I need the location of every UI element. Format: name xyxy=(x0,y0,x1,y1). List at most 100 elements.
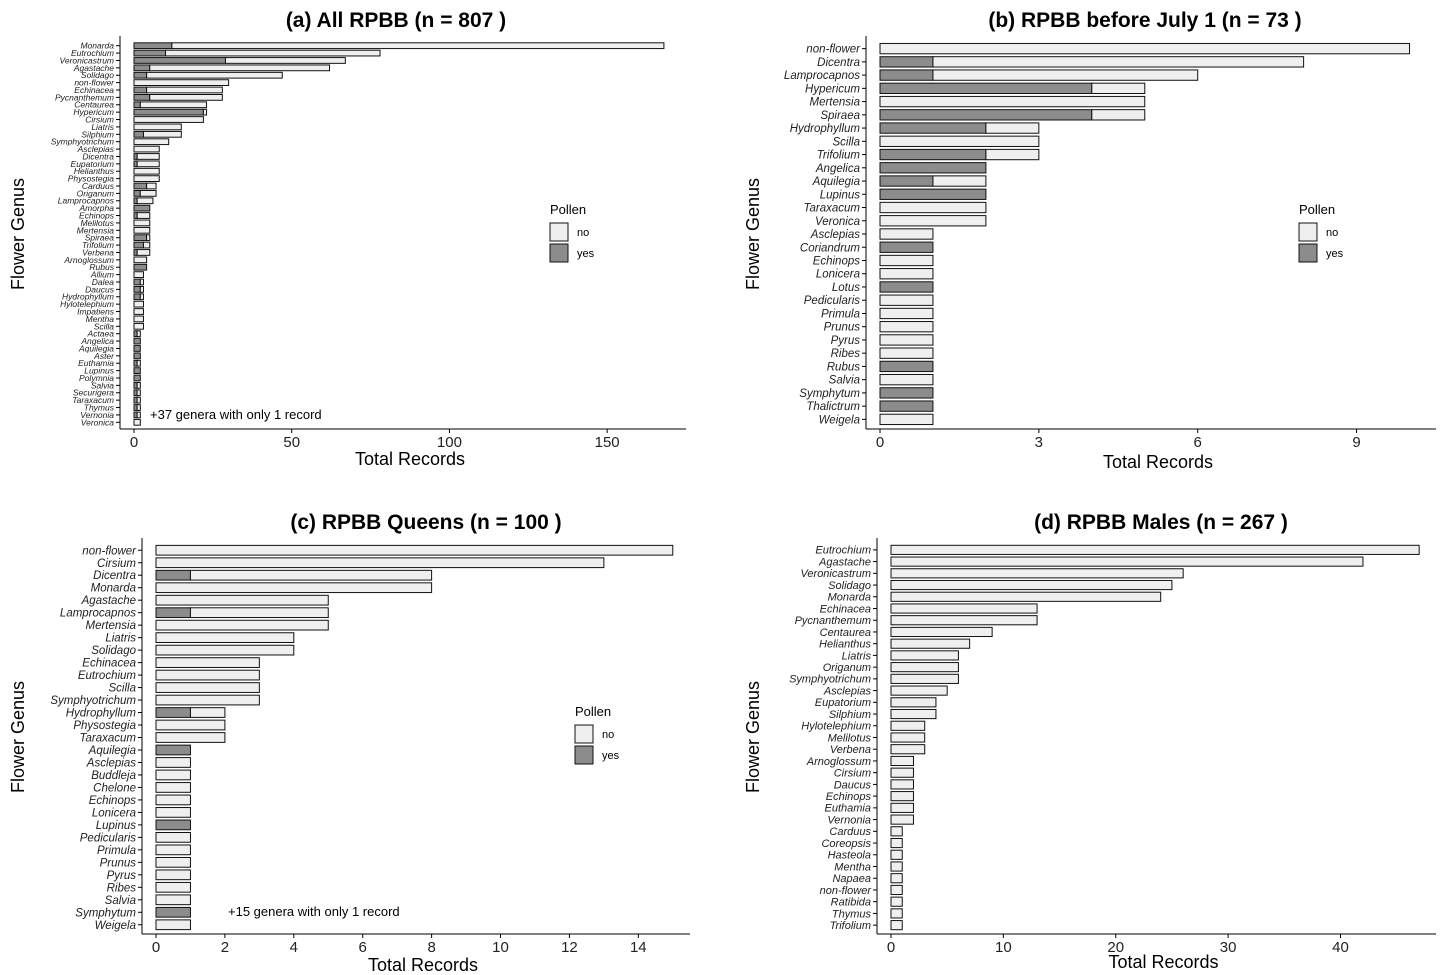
bar-no xyxy=(133,418,141,426)
bar-yes xyxy=(133,286,141,293)
chart-panel-a: (a) All RPBB (n = 807 )0 50 100 150MonardaE… xyxy=(8,9,686,469)
bar-no xyxy=(155,632,295,643)
bar-yes xyxy=(879,188,987,200)
bar-yes xyxy=(133,293,141,301)
chart-panel-d: (d) RPBB Males (n = 267 ) 0 10 20 30 40 Eutroc… xyxy=(743,511,1436,972)
y-tick-label: Ribes xyxy=(107,882,137,894)
x-tick-label: 6 xyxy=(359,939,367,956)
y-tick-label: Securigera xyxy=(73,388,114,398)
bar-no xyxy=(890,779,914,790)
bar-no xyxy=(890,673,959,684)
bar-no xyxy=(133,315,144,323)
y-tick-label: Hydrophyllum xyxy=(790,123,861,135)
bar-no xyxy=(985,122,1040,134)
y-tick-label: Solidago xyxy=(828,580,871,592)
y-tick-label: Lamprocapnos xyxy=(58,196,115,206)
y-tick-label: Chelone xyxy=(93,782,136,794)
y-tick-label: Aquilegia xyxy=(78,343,114,353)
y-tick-label: Echinops xyxy=(89,795,137,807)
y-tick-label: Symphytum xyxy=(75,907,136,919)
bar-no xyxy=(879,347,934,359)
y-tick-label: Centaurea xyxy=(74,100,114,110)
y-tick-label: non-flower xyxy=(74,78,115,88)
x-tick-label: 20 xyxy=(1107,939,1124,956)
y-tick-label: Daucus xyxy=(834,779,872,791)
y-tick-label: Carduus xyxy=(829,826,871,838)
bar-no xyxy=(155,582,433,594)
bar-no xyxy=(155,757,191,768)
y-tick-label: Verbena xyxy=(830,744,871,756)
bar-yes xyxy=(133,190,141,197)
bar-yes xyxy=(879,82,1093,95)
y-tick-label: Taraxacum xyxy=(72,395,114,405)
bar-no xyxy=(879,373,934,386)
bar-no xyxy=(133,308,144,315)
legend-swatch-yes xyxy=(549,243,569,263)
bar-yes xyxy=(879,387,934,399)
y-tick-label: Weigela xyxy=(95,920,136,932)
y-tick-label: Echinops xyxy=(79,211,115,221)
bar-no xyxy=(155,719,226,731)
bar-yes xyxy=(879,109,1093,121)
y-tick-label: Silphium xyxy=(81,129,114,139)
bar-no xyxy=(133,79,230,86)
bar-no xyxy=(155,869,191,881)
x-axis-title: Total Records xyxy=(1108,952,1218,972)
y-tick-label: Euthamia xyxy=(825,803,871,815)
y-tick-label: Pedicularis xyxy=(804,295,860,307)
x-tick-label: 3 xyxy=(1035,434,1043,451)
y-tick-label: Centaurea xyxy=(820,627,871,639)
x-tick-label: 0 xyxy=(887,939,895,956)
y-tick-label: Echinops xyxy=(826,791,872,803)
bar-yes xyxy=(155,744,191,756)
y-tick-label: Carduus xyxy=(82,181,115,191)
bar-yes xyxy=(133,263,148,271)
bar-no xyxy=(136,382,141,389)
y-tick-label: Verbena xyxy=(82,247,114,257)
bar-no xyxy=(890,685,948,696)
y-tick-label: Aquilegia xyxy=(88,745,136,757)
y-tick-label: Arnoglossum xyxy=(63,255,114,265)
legend-title: Pollen xyxy=(1299,202,1335,217)
bar-no xyxy=(890,849,903,860)
y-tick-label: Thalictrum xyxy=(806,401,860,413)
y-tick-label: Rubus xyxy=(89,262,114,272)
y-tick-label: Monarda xyxy=(91,583,136,595)
legend-label-no: no xyxy=(1326,227,1338,239)
bar-no xyxy=(890,873,903,884)
y-tick-label: Helianthus xyxy=(74,166,115,176)
legend: Pollen no yes xyxy=(574,704,620,765)
y-tick-label: Cirsium xyxy=(834,768,871,780)
bar-no xyxy=(133,226,151,234)
y-tick-label: Eutrochium xyxy=(815,545,871,557)
bar-no xyxy=(890,744,926,755)
bar-no xyxy=(1091,82,1146,95)
bar-no xyxy=(879,135,1040,147)
x-tick-label: 8 xyxy=(427,939,435,956)
bar-no xyxy=(142,241,151,249)
bar-no xyxy=(139,293,144,301)
bar-yes xyxy=(133,234,148,242)
bar-no xyxy=(133,123,182,131)
y-tick-label: Angelica xyxy=(80,336,114,346)
y-tick-label: Veronica xyxy=(815,216,860,228)
bar-yes xyxy=(133,367,141,374)
y-axis-title: Flower Genus xyxy=(743,178,763,290)
bar-no xyxy=(890,544,1420,555)
bar-no xyxy=(879,334,934,346)
bar-no xyxy=(139,190,157,197)
y-tick-label: Lamprocapnos xyxy=(784,70,860,82)
bar-no xyxy=(890,568,1184,579)
y-tick-label: Monarda xyxy=(80,41,114,51)
y-tick-label: Echinops xyxy=(813,256,861,268)
bar-no xyxy=(890,720,926,731)
x-tick-label: 2 xyxy=(221,939,229,956)
x-tick-label: 0 xyxy=(130,434,138,451)
y-tick-label: Melilotus xyxy=(828,732,872,744)
bar-yes xyxy=(133,352,141,360)
bar-no xyxy=(879,294,934,306)
bar-yes xyxy=(133,345,141,352)
y-tick-label: Agastache xyxy=(81,595,136,607)
bar-no xyxy=(890,755,914,767)
bar-no xyxy=(155,619,329,631)
